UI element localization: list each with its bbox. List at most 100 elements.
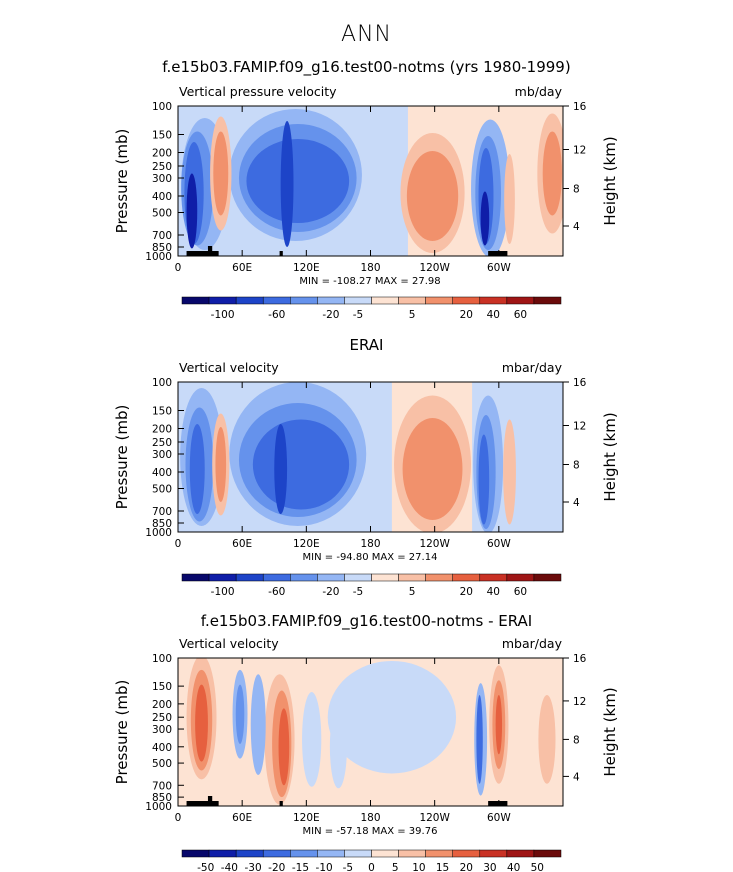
y-tick-label: 500 (152, 208, 172, 220)
y-tick-label: 150 (152, 130, 172, 142)
colorbar-label: 50 (531, 862, 544, 872)
topography-mask (186, 251, 219, 256)
panel-1: Vertical pressure velocity mb/day 100 150 20… (113, 84, 619, 321)
colorbar-label: -30 (244, 862, 261, 872)
colorbar-label: -5 (353, 309, 363, 321)
colorbar-swatch (290, 296, 318, 305)
colorbar-label: -15 (292, 862, 309, 872)
colorbar-label: 40 (487, 586, 500, 598)
page-title: ANN (341, 22, 392, 47)
y-tick-label: 700 (152, 780, 172, 792)
colorbar-swatch (344, 849, 372, 858)
panel-3: Vertical velocity mbar/day100150200250300… (113, 636, 619, 872)
contour-band (503, 419, 516, 525)
contour-band (538, 695, 556, 784)
x-tick-label: 60W (487, 538, 511, 550)
contour-band (542, 131, 562, 216)
colorbar-label: -60 (268, 586, 285, 598)
topography-mask (488, 251, 508, 256)
colorbar-swatch (208, 296, 237, 305)
contour-band (329, 705, 347, 789)
colorbar-swatch (262, 573, 291, 582)
x-tick-label: 120E (293, 262, 320, 274)
colorbar-label: -60 (268, 309, 285, 321)
y-tick-label: 850 (152, 518, 172, 530)
y-tick-label: 700 (152, 506, 172, 518)
y-tick-label: 250 (152, 712, 172, 724)
colorbar-swatch (290, 573, 318, 582)
topography-mask (488, 801, 508, 806)
colorbar-swatch (235, 296, 264, 305)
colorbar-swatch (371, 849, 399, 858)
y-tick-label: 850 (152, 792, 172, 804)
height-tick-label: 12 (573, 696, 586, 708)
contour-band (246, 139, 350, 223)
height-tick-label: 12 (573, 421, 586, 433)
y-tick-label: 400 (152, 742, 172, 754)
colorbar-label: 20 (460, 862, 473, 872)
y-tick-label: 1000 (145, 527, 172, 539)
colorbar-swatch (235, 849, 264, 858)
colorbar-swatch (181, 849, 210, 858)
contour-field (178, 658, 563, 806)
y-tick-label: 400 (152, 191, 172, 203)
x-tick-label: 60W (487, 262, 511, 274)
y-tick-label: 150 (152, 406, 172, 418)
y-axis-label: Pressure (mb) (113, 129, 131, 234)
colorbar-swatch (208, 849, 237, 858)
x-tick-label: 60W (487, 812, 511, 824)
y-tick-label: 300 (152, 724, 172, 736)
y-tick-label: 1000 (145, 801, 172, 813)
colorbar-swatch (317, 849, 345, 858)
contour-band (215, 427, 227, 502)
min-max-stats: MIN = -94.80 MAX = 27.14 (303, 552, 438, 563)
colorbar-swatch (452, 849, 481, 858)
panel-3-title: f.e15b03.FAMIP.f09_g16.test00-notms - ER… (200, 612, 533, 630)
panel-1-title: f.e15b03.FAMIP.f09_g16.test00-notms (yrs… (162, 58, 571, 76)
colorbar-swatch (262, 849, 291, 858)
height-tick-label: 4 (573, 221, 580, 233)
y-tick-label: 100 (152, 377, 172, 389)
y-axis-label: Pressure (mb) (113, 680, 131, 785)
contour-band (280, 121, 294, 247)
colorbar-swatch (452, 573, 481, 582)
y-tick-label: 850 (152, 242, 172, 254)
colorbar-swatch (425, 296, 453, 305)
height-tick-label: 16 (573, 101, 587, 113)
contour-band (402, 418, 463, 520)
contour-band (250, 674, 266, 775)
contour-band (195, 684, 208, 762)
colorbar-swatch (181, 573, 210, 582)
y-tick-label: 250 (152, 437, 172, 449)
colorbar-label: 10 (412, 862, 425, 872)
contour-band (274, 424, 288, 514)
colorbar-swatch (506, 573, 535, 582)
contour-band (189, 424, 205, 514)
y-tick-label: 300 (152, 449, 172, 461)
y-tick-label: 200 (152, 699, 172, 711)
colorbar-label: 0 (368, 862, 375, 872)
colorbar-swatch (181, 296, 210, 305)
colorbar-label: -20 (322, 309, 339, 321)
height-tick-label: 8 (573, 460, 580, 472)
contour-band (531, 404, 562, 525)
colorbar-label: 5 (409, 309, 416, 321)
colorbar-swatch (398, 573, 426, 582)
colorbar-label: 20 (460, 309, 473, 321)
x-tick-label: 120W (419, 538, 450, 550)
contour-field (178, 382, 563, 532)
variable-label: Vertical pressure velocity (179, 84, 337, 99)
y-tick-label: 250 (152, 161, 172, 173)
topography-mask (279, 251, 283, 256)
contour-band (504, 154, 515, 244)
colorbar-swatch (533, 573, 562, 582)
y2-axis-label: Height (km) (601, 687, 619, 776)
colorbar-label: 15 (436, 862, 449, 872)
topography-mask (186, 801, 219, 806)
contour-band (406, 151, 459, 241)
colorbar-label: 5 (409, 586, 416, 598)
height-tick-label: 4 (573, 771, 580, 783)
colorbar-swatch (371, 573, 399, 582)
colorbar-swatch (344, 573, 372, 582)
contour-band (478, 434, 490, 525)
